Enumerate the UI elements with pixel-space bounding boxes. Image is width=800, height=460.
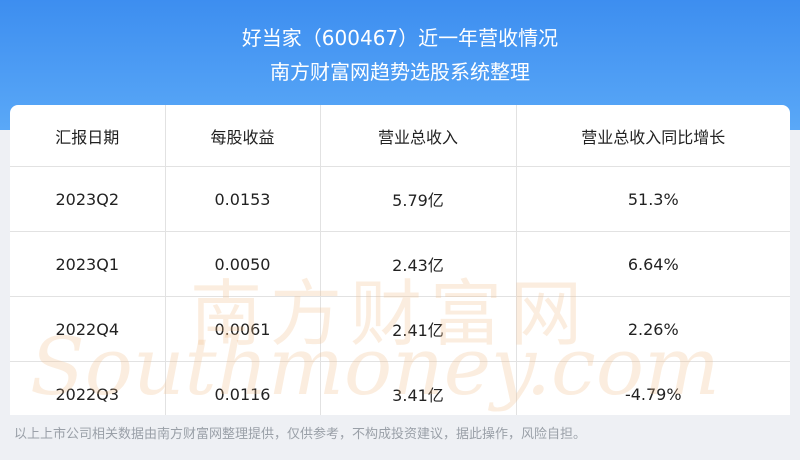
title: 好当家（600467）近一年营收情况 xyxy=(241,26,559,50)
table-cell: 6.64% xyxy=(516,231,790,297)
table-cell: 0.0050 xyxy=(165,231,321,297)
table-cell: 2.41亿 xyxy=(320,296,517,362)
table-card: 汇报日期 每股收益 营业总收入 营业总收入同比增长 2023Q2 0.0153 5.79亿… xyxy=(10,105,790,415)
table-cell: 0.0116 xyxy=(165,361,321,415)
table-cell: 2023Q2 xyxy=(10,166,166,232)
table-cell: 3.41亿 xyxy=(320,361,517,415)
data-table: 汇报日期 每股收益 营业总收入 营业总收入同比增长 2023Q2 0.0153 5.79亿… xyxy=(10,105,790,415)
column-header: 汇报日期 xyxy=(10,105,166,167)
column-header: 每股收益 xyxy=(165,105,321,167)
table-row: 2022Q3 0.0116 3.41亿 -4.79% xyxy=(10,361,790,415)
column-header: 营业总收入同比增长 xyxy=(516,105,790,167)
table-cell: 2022Q3 xyxy=(10,361,166,415)
table-row: 2023Q1 0.0050 2.43亿 6.64% xyxy=(10,231,790,297)
subtitle: 南方财富网趋势选股系统整理 xyxy=(270,60,530,84)
header-row: 汇报日期 每股收益 营业总收入 营业总收入同比增长 xyxy=(10,105,790,167)
table-cell: 0.0153 xyxy=(165,166,321,232)
table-cell: 0.0061 xyxy=(165,296,321,362)
table-cell: 2.43亿 xyxy=(320,231,517,297)
table-cell: 2.26% xyxy=(516,296,790,362)
column-header: 营业总收入 xyxy=(320,105,517,167)
table-row: 2022Q4 0.0061 2.41亿 2.26% xyxy=(10,296,790,362)
footer-note: 以上上市公司相关数据由南方财富网整理提供，仅供参考，不构成投资建议，据此操作，风… xyxy=(14,427,587,442)
table-cell: 2023Q1 xyxy=(10,231,166,297)
table-cell: 51.3% xyxy=(516,166,790,232)
table-cell: 2022Q4 xyxy=(10,296,166,362)
table-cell: 5.79亿 xyxy=(320,166,517,232)
table-body: 2023Q2 0.0153 5.79亿 51.3% 2023Q1 0.0050 2.43亿 6… xyxy=(10,166,790,415)
table-cell: -4.79% xyxy=(516,361,790,415)
table-row: 2023Q2 0.0153 5.79亿 51.3% xyxy=(10,166,790,232)
